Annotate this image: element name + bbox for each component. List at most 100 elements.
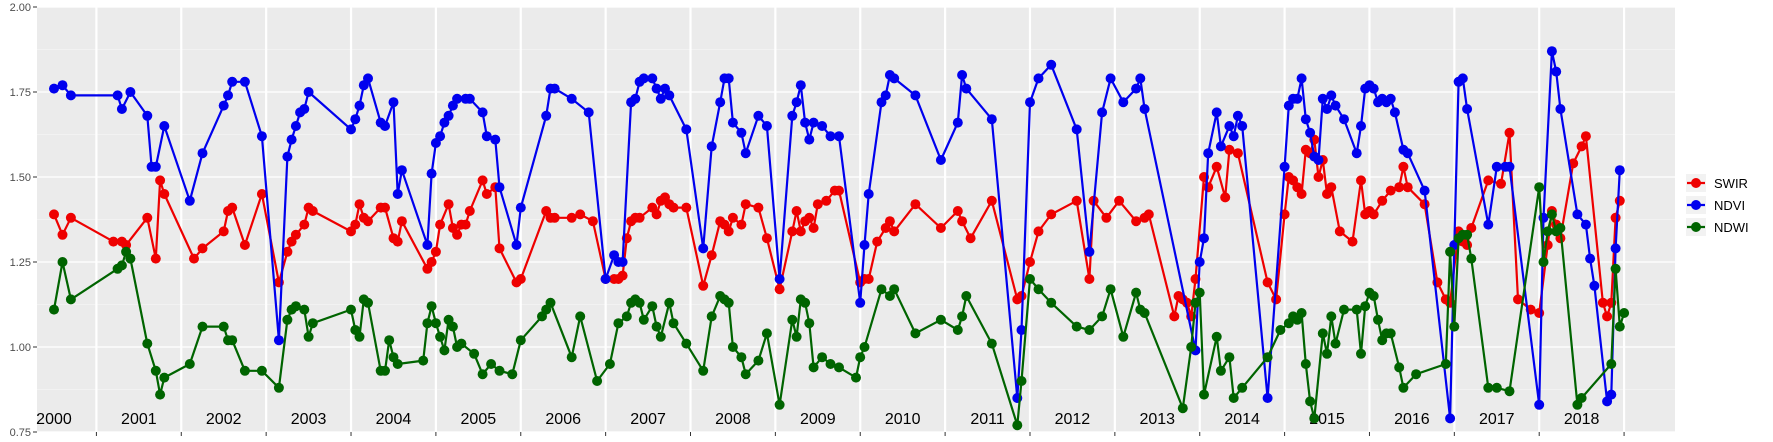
data-point [1224, 352, 1235, 363]
data-point [57, 257, 68, 267]
data-point [1012, 420, 1023, 431]
data-point [1445, 246, 1456, 257]
data-point [1504, 127, 1515, 138]
data-point [1169, 311, 1180, 322]
y-tick-label: 2.00 [10, 2, 31, 14]
data-point [65, 294, 76, 305]
data-point [282, 314, 293, 325]
data-point [1296, 189, 1307, 199]
data-point [1220, 192, 1231, 203]
data-point [299, 219, 310, 230]
data-point [1313, 155, 1324, 165]
data-point [604, 359, 615, 369]
data-point [1084, 274, 1095, 284]
legend-key-dot [1691, 200, 1701, 210]
data-point [1033, 226, 1044, 237]
data-point [910, 199, 921, 210]
data-point [566, 352, 577, 363]
data-point [1610, 212, 1621, 223]
data-point [600, 274, 611, 284]
data-point [1097, 107, 1108, 118]
data-point [1305, 396, 1316, 407]
data-point [592, 376, 603, 386]
data-point [1296, 73, 1307, 84]
data-point [273, 335, 284, 346]
data-point [1385, 185, 1396, 196]
data-point [1118, 331, 1129, 342]
data-point [447, 321, 458, 332]
data-point [456, 338, 467, 349]
data-point [812, 199, 823, 210]
data-point [1046, 297, 1057, 308]
data-point [150, 365, 161, 376]
data-point [1228, 393, 1239, 403]
data-point [1084, 246, 1095, 257]
data-point [430, 318, 441, 329]
data-point [515, 335, 526, 346]
data-point [464, 93, 475, 104]
data-point [800, 117, 811, 128]
data-point [1614, 165, 1625, 176]
data-point [49, 83, 59, 94]
data-point [808, 117, 819, 128]
data-point [426, 168, 437, 179]
data-point [363, 297, 373, 308]
data-point [511, 240, 522, 250]
data-point [791, 206, 802, 216]
data-point [774, 399, 785, 410]
data-point [1580, 131, 1591, 142]
data-point [1097, 311, 1108, 322]
legend: SWIR NDVI NDWI [1686, 174, 1749, 236]
data-point [1504, 386, 1515, 397]
data-point [1194, 257, 1205, 267]
data-point [1356, 121, 1366, 131]
data-point [1351, 148, 1362, 159]
data-point [753, 355, 764, 366]
data-point [634, 297, 645, 308]
data-point [1449, 321, 1460, 332]
data-point [290, 229, 301, 240]
data-point [804, 212, 815, 223]
data-point [1551, 66, 1562, 77]
data-point [435, 219, 446, 230]
data-point [282, 151, 293, 162]
data-point [477, 369, 488, 380]
data-point [515, 274, 526, 284]
data-point [1309, 413, 1320, 424]
data-point [791, 97, 802, 108]
data-point [986, 195, 997, 206]
grid [37, 6, 1675, 433]
data-point [435, 331, 446, 342]
data-point [1610, 263, 1621, 274]
data-point [681, 124, 692, 135]
data-point [575, 209, 586, 220]
data-point [1542, 226, 1553, 237]
data-point [256, 365, 267, 376]
data-point [727, 212, 738, 223]
data-point [740, 369, 751, 380]
data-point [587, 216, 598, 227]
data-point [617, 257, 628, 267]
data-point [1496, 178, 1506, 189]
year-label: 2007 [630, 411, 666, 428]
data-point [1546, 209, 1557, 220]
data-point [1619, 308, 1630, 318]
series-swir [49, 127, 1625, 322]
data-point [1292, 93, 1303, 104]
data-point [545, 297, 556, 308]
year-label: 2006 [545, 411, 581, 428]
data-point [1368, 209, 1379, 220]
data-point [443, 110, 454, 121]
data-point [197, 243, 208, 254]
data-point [740, 199, 751, 210]
data-point [1491, 382, 1502, 393]
data-point [388, 97, 399, 108]
data-point [1224, 121, 1235, 131]
data-point [859, 342, 870, 352]
data-point [452, 93, 463, 104]
data-point [1232, 110, 1243, 121]
data-point [392, 236, 403, 247]
data-point [1224, 144, 1235, 155]
data-point [727, 117, 738, 128]
data-point [668, 202, 679, 213]
